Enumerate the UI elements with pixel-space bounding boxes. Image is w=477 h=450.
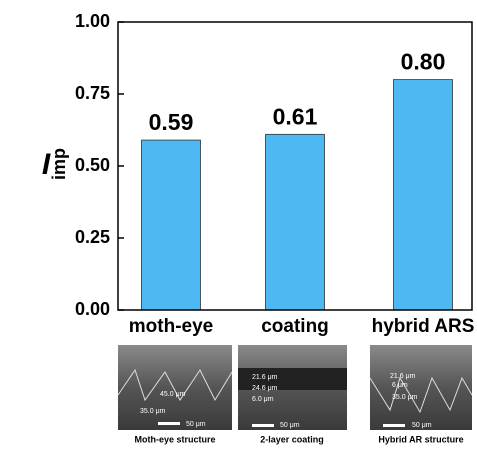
bar: [394, 80, 453, 310]
image-caption: Hybrid AR structure: [378, 434, 463, 444]
scale-label: 50 μm: [412, 422, 432, 429]
sem-image: [370, 345, 472, 430]
scale-bar: [252, 424, 274, 427]
y-tick-label: 0.00: [75, 299, 110, 319]
y-axis-label-sub: imp: [49, 148, 69, 180]
image-note: 21.6 μm: [390, 373, 416, 380]
image-note: 35.0 μm: [140, 408, 166, 415]
bar: [142, 140, 201, 310]
chart: I imp 45.0 μm 35.0 μm 50 μm Moth-eye str…: [0, 0, 477, 450]
scale-label: 50 μm: [186, 421, 206, 428]
image-note: 45.0 μm: [160, 391, 186, 398]
value-label: 0.61: [273, 103, 318, 129]
scale-label: 50 μm: [280, 422, 300, 429]
image-note: 21.6 μm: [252, 374, 278, 381]
image-panels: 45.0 μm 35.0 μm 50 μm Moth-eye structure…: [118, 345, 472, 444]
y-tick-label: 0.25: [75, 227, 110, 247]
y-tick-label: 0.50: [75, 155, 110, 175]
image-note: 35.0 μm: [392, 394, 418, 401]
x-tick-label: coating: [261, 316, 329, 337]
value-label: 0.59: [149, 109, 194, 135]
image-note: 6.0 μm: [252, 396, 274, 403]
scale-bar: [158, 422, 180, 425]
y-tick-label: 0.75: [75, 83, 110, 103]
x-tick-label: moth-eye: [129, 316, 213, 337]
sem-image: [118, 345, 232, 430]
x-tick-label: hybrid ARS: [372, 316, 475, 337]
bar: [266, 134, 325, 310]
image-caption: Moth-eye structure: [134, 434, 215, 444]
scale-bar: [383, 424, 405, 427]
y-tick-label: 1.00: [75, 11, 110, 31]
image-note: 24.6 μm: [252, 385, 278, 392]
image-caption: 2-layer coating: [260, 434, 324, 444]
image-note: 6 μm: [392, 382, 408, 389]
value-label: 0.80: [401, 49, 446, 75]
